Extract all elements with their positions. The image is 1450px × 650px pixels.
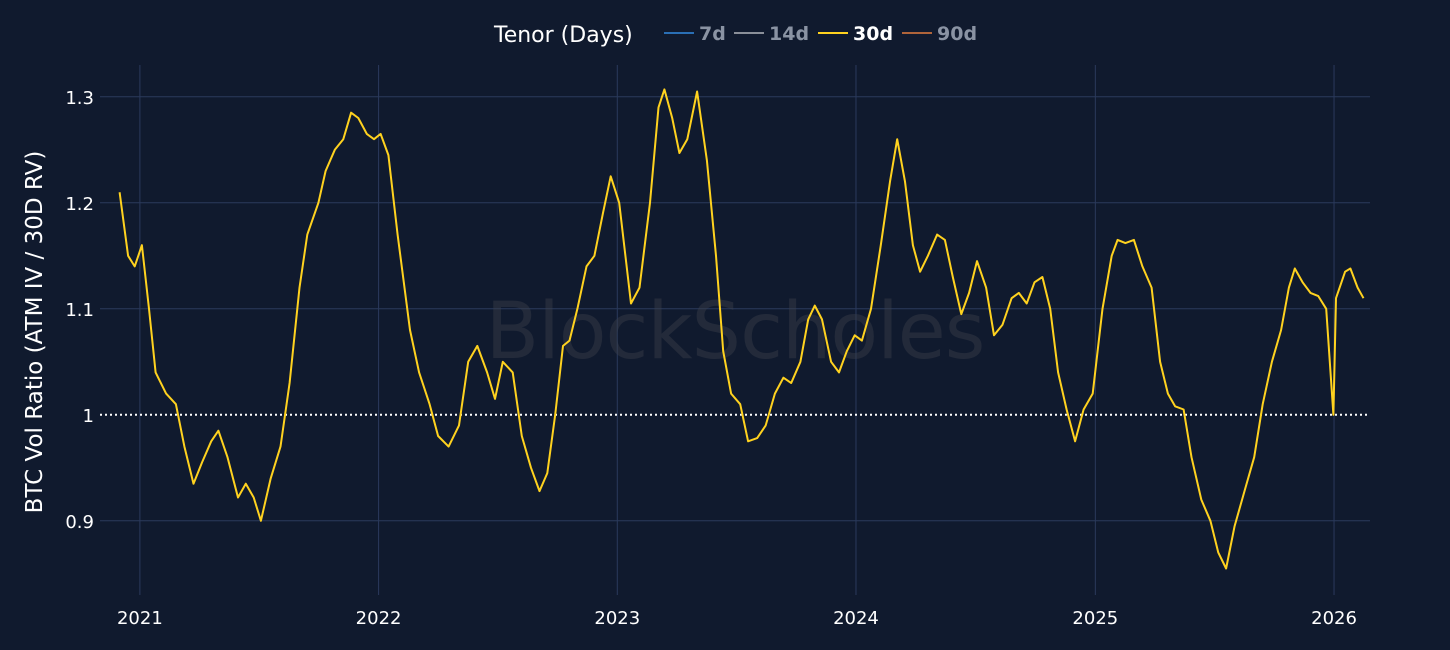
x-tick-label: 2023: [594, 608, 640, 629]
legend-item-30d[interactable]: 30d: [818, 23, 893, 45]
x-tick-label: 2021: [117, 608, 163, 629]
legend-item-14d[interactable]: 14d: [734, 23, 809, 45]
watermark: BlockScholes: [486, 287, 985, 377]
legend-label: 14d: [769, 23, 809, 45]
legend-item-7d[interactable]: 7d: [664, 23, 726, 45]
series-layer: [118, 88, 1365, 570]
x-tick-label: 2022: [356, 608, 402, 629]
y-tick-label: 1.2: [65, 194, 94, 215]
legend: Tenor (Days) 7d 14d 30d 90d: [493, 23, 977, 48]
y-axis: 0.9 1 1.1 1.2 1.3: [65, 88, 94, 533]
x-tick-label: 2025: [1072, 608, 1118, 629]
x-tick-label: 2026: [1311, 608, 1357, 629]
y-tick-label: 1.1: [65, 300, 94, 321]
y-tick-label: 1: [83, 406, 94, 427]
grid: [100, 65, 1370, 595]
legend-item-90d[interactable]: 90d: [902, 23, 977, 45]
legend-label: 7d: [699, 23, 726, 45]
y-tick-label: 1.3: [65, 88, 94, 109]
x-axis: 2021 2022 2023 2024 2025 2026: [117, 608, 1357, 629]
y-axis-title: BTC Vol Ratio (ATM IV / 30D RV): [22, 151, 48, 514]
y-tick-label: 0.9: [65, 512, 94, 533]
legend-title: Tenor (Days): [493, 23, 633, 48]
legend-label: 90d: [937, 23, 977, 45]
legend-label: 30d: [853, 23, 893, 45]
series-line-30d: [118, 88, 1365, 570]
x-tick-label: 2024: [833, 608, 879, 629]
